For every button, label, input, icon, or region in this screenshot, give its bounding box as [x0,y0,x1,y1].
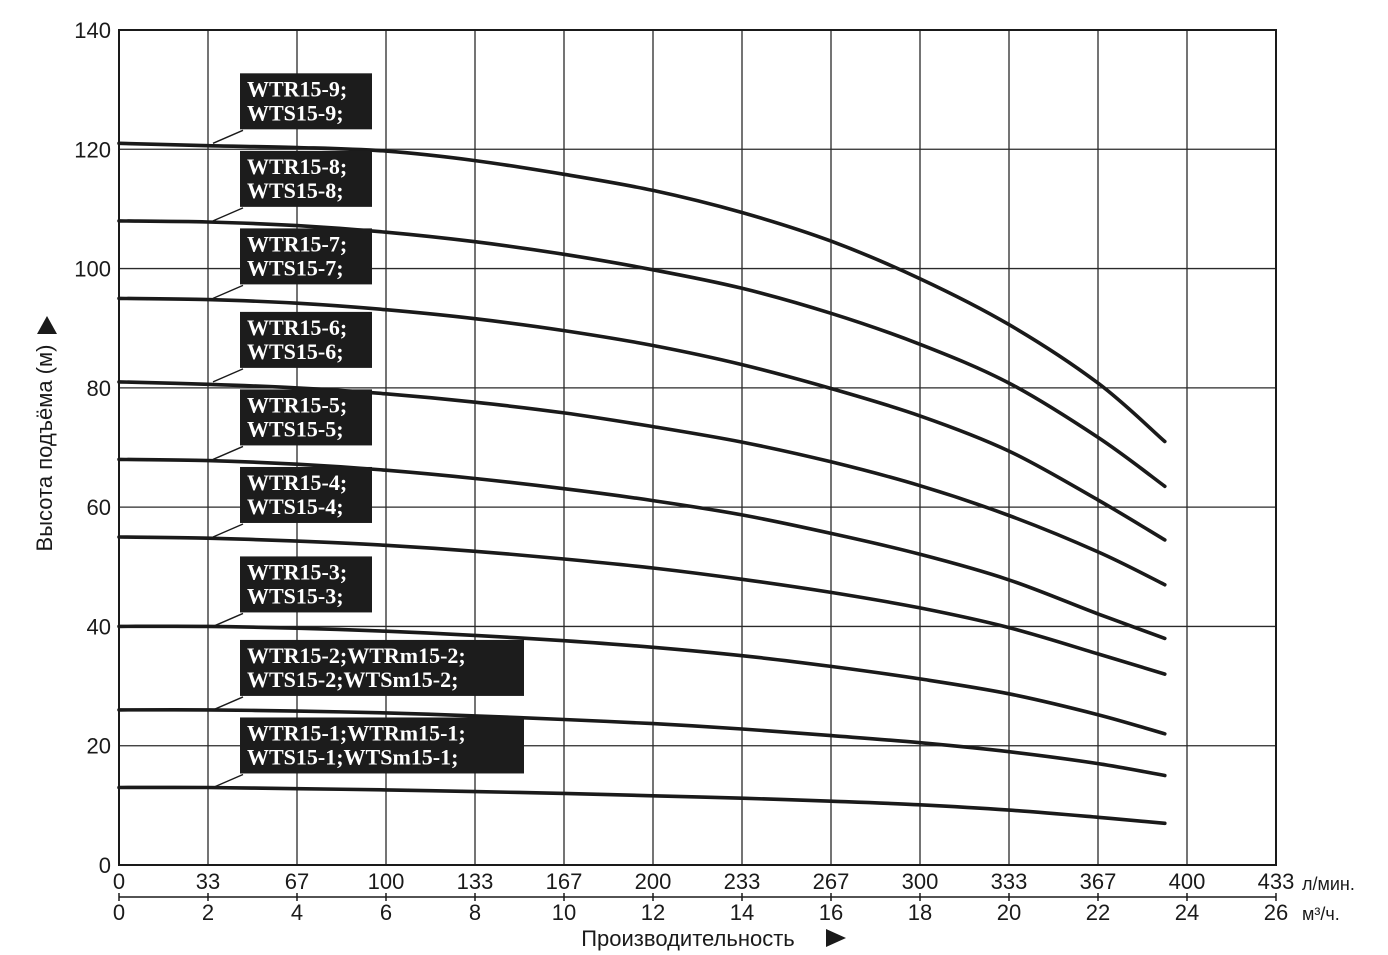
label-leader-line [212,523,244,538]
series-line-3 [117,296,1167,542]
x-tick-label-m3h: 26 [1264,900,1288,925]
x-tick-label-m3h: 12 [641,900,665,925]
x-tick-label-m3h: 24 [1175,900,1199,925]
x-unit-m3h: м³/ч. [1302,904,1340,924]
series-line-9 [117,785,1167,826]
series-label-line1: WTR15-4; [247,470,347,495]
x-tick-label-m3h: 4 [291,900,303,925]
series-label-box [240,466,372,523]
series-label-box [240,311,372,368]
x-axis-arrow-icon [826,929,846,947]
label-leader-line [212,773,244,789]
series-label-box [240,556,372,613]
x-tick-label-lmin: 33 [196,869,220,894]
x-tick-label-lmin: 400 [1169,869,1206,894]
series-label-line2: WTS15-6; [247,339,344,364]
x-unit-lmin: л/мин. [1302,874,1355,894]
series-line-6 [117,535,1167,676]
x-tick-label-lmin: 300 [902,869,939,894]
y-tick-label: 80 [87,376,111,401]
label-leader-line [212,445,244,461]
series-label-line2: WTS15-2;WTSm15-2; [247,667,458,692]
series-label-line2: WTS15-8; [247,178,344,203]
x-tick-label-m3h: 20 [997,900,1021,925]
series-label-line1: WTR15-2;WTRm15-2; [247,643,466,668]
y-tick-label: 100 [74,257,111,282]
x-tick-label-lmin: 367 [1080,869,1117,894]
series-line-5 [117,457,1167,641]
series-label-box [240,639,524,696]
x-tick-label-m3h: 22 [1086,900,1110,925]
x-tick-label-m3h: 2 [202,900,214,925]
label-leader-line [212,368,244,383]
series-label-line2: WTS15-5; [247,416,344,441]
x-tick-label-m3h: 10 [552,900,576,925]
series-line-1 [117,141,1167,444]
series-label-line1: WTR15-1;WTRm15-1; [247,720,466,745]
series-label-box [240,717,524,774]
y-tick-label: 60 [87,495,111,520]
curve-layer [117,141,1167,826]
series-label-line2: WTS15-7; [247,255,344,280]
y-tick-label: 0 [99,853,111,878]
label-leader-line [212,129,244,144]
x-tick-label-m3h: 16 [819,900,843,925]
x-tick-label-lmin: 233 [724,869,761,894]
label-leader-line [212,207,244,222]
x-tick-label-m3h: 18 [908,900,932,925]
x-tick-label-lmin: 333 [991,869,1028,894]
x-tick-label-lmin: 67 [285,869,309,894]
series-label-line1: WTR15-8; [247,154,347,179]
series-line-4 [117,380,1167,587]
x-tick-label-lmin: 133 [457,869,494,894]
x-axis-title: Производительность [581,926,795,951]
plot-frame [118,29,1277,866]
series-label-line1: WTR15-7; [247,231,347,256]
series-line-7 [117,624,1167,736]
series-label-line1: WTR15-3; [247,559,347,584]
series-label-line2: WTS15-1;WTSm15-1; [247,744,458,769]
y-tick-label: 140 [74,18,111,43]
series-label-box [240,150,372,207]
series-label-line1: WTR15-6; [247,315,347,340]
x-tick-label-lmin: 200 [635,869,672,894]
y-tick-label: 120 [74,137,111,162]
x-tick-label-m3h: 8 [469,900,481,925]
x-tick-label-lmin: 267 [813,869,850,894]
x-tick-label-lmin: 100 [368,869,405,894]
x-tick-label-m3h: 0 [113,900,125,925]
label-leader-line [212,612,244,628]
series-labels: WTR15-9;WTS15-9; WTR15-8;WTS15-8; WTR15-7;… [212,73,524,789]
x-tick-label-m3h: 6 [380,900,392,925]
y-axis-arrow-icon [37,316,57,334]
y-axis-title: Высота подъёма (м) [32,345,57,552]
series-line-2 [117,219,1167,489]
series-label-line1: WTR15-9; [247,76,347,101]
x-tick-label-lmin: 167 [546,869,583,894]
x-tick-label-lmin: 0 [113,869,125,894]
series-label-line2: WTS15-4; [247,494,344,519]
y-tick-label: 20 [87,734,111,759]
series-label-line2: WTS15-9; [247,100,344,125]
y-tick-label: 40 [87,614,111,639]
series-label-line2: WTS15-3; [247,583,344,608]
series-label-box [240,73,372,130]
x-tick-label-lmin: 433 [1258,869,1295,894]
series-label-box [240,228,372,285]
series-label-line1: WTR15-5; [247,392,347,417]
label-leader-line [212,284,244,300]
x-tick-label-m3h: 14 [730,900,754,925]
series-line-8 [117,708,1167,778]
series-label-box [240,389,372,446]
label-leader-line [212,696,244,711]
